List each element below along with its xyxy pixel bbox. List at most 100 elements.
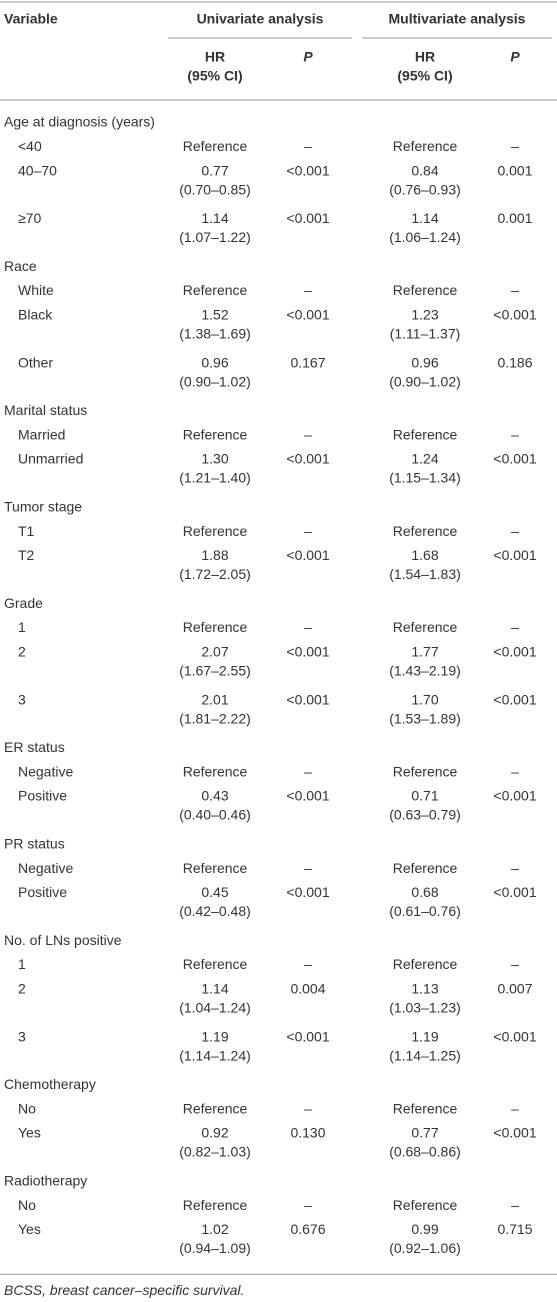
ci-value: (1.43–2.19)	[389, 663, 461, 679]
row-label: 2	[18, 981, 26, 997]
hr-value: 1.13	[411, 981, 438, 997]
ci-value: (1.07–1.22)	[179, 229, 251, 245]
p-value: –	[304, 619, 312, 635]
hr-value: Reference	[183, 763, 248, 779]
ci-value: (1.11–1.37)	[390, 326, 461, 342]
p-value: –	[511, 763, 519, 779]
ci-value: (1.03–1.23)	[389, 1000, 461, 1016]
header-univariate: Univariate analysis	[197, 11, 324, 27]
p-value: <0.001	[286, 884, 329, 900]
p-value: <0.001	[286, 788, 329, 804]
hr-value: Reference	[393, 619, 458, 635]
group-label: Age at diagnosis (years)	[4, 114, 155, 130]
ci-value: (0.61–0.76)	[389, 903, 461, 919]
p-value: <0.001	[493, 451, 536, 467]
hr-value: 0.43	[201, 788, 228, 804]
subheader-p: P	[510, 49, 520, 65]
hr-value: 1.23	[411, 307, 438, 323]
p-value: <0.001	[493, 644, 536, 660]
ci-value: (0.90–1.02)	[389, 373, 461, 389]
p-value: –	[304, 1197, 312, 1213]
ci-value: (1.21–1.40)	[179, 470, 251, 486]
ci-value: (0.40–0.46)	[179, 807, 251, 823]
hr-value: 0.45	[201, 884, 228, 900]
hr-value: Reference	[183, 1197, 248, 1213]
ci-value: (0.76–0.93)	[389, 181, 461, 197]
ci-value: (0.90–1.02)	[179, 373, 251, 389]
hr-value: Reference	[183, 956, 248, 972]
hr-value: 1.77	[411, 644, 438, 660]
group-label: Marital status	[4, 402, 87, 418]
subheader-p: P	[303, 49, 313, 65]
p-value: –	[511, 282, 519, 298]
p-value: <0.001	[286, 547, 329, 563]
p-value: –	[304, 426, 312, 442]
hr-value: Reference	[393, 860, 458, 876]
hr-value: 1.30	[201, 451, 228, 467]
p-value: 0.715	[497, 1221, 532, 1237]
p-value: <0.001	[493, 788, 536, 804]
row-label: White	[18, 282, 54, 298]
hr-value: Reference	[393, 138, 458, 154]
hr-value: 1.24	[411, 451, 438, 467]
group-label: Race	[4, 258, 37, 274]
ci-value: (0.92–1.06)	[389, 1240, 461, 1256]
row-label: 1	[18, 956, 26, 972]
ci-value: (0.94–1.09)	[179, 1240, 251, 1256]
ci-value: (0.63–0.79)	[389, 807, 461, 823]
p-value: <0.001	[493, 1125, 536, 1141]
hr-value: Reference	[183, 860, 248, 876]
row-label: Negative	[18, 763, 73, 779]
hr-value: 1.14	[201, 981, 228, 997]
p-value: 0.676	[290, 1221, 325, 1237]
p-value: <0.001	[493, 691, 536, 707]
p-value: <0.001	[286, 1028, 329, 1044]
p-value: 0.001	[497, 162, 532, 178]
row-label: 40–70	[18, 162, 57, 178]
group-label: Grade	[4, 595, 43, 611]
hr-value: 0.77	[411, 1125, 438, 1141]
p-value: –	[511, 956, 519, 972]
p-value: <0.001	[286, 307, 329, 323]
p-value: <0.001	[286, 210, 329, 226]
row-label: Yes	[18, 1125, 41, 1141]
ci-value: (1.53–1.89)	[389, 710, 461, 726]
row-label: Other	[18, 354, 53, 370]
p-value: 0.130	[290, 1125, 325, 1141]
p-value: –	[304, 282, 312, 298]
hr-value: Reference	[183, 619, 248, 635]
p-value: –	[304, 860, 312, 876]
row-label: 2	[18, 644, 26, 660]
ci-value: (1.14–1.24)	[179, 1047, 251, 1063]
p-value: 0.186	[497, 354, 532, 370]
ci-value: (1.72–2.05)	[179, 566, 251, 582]
hr-value: 1.88	[201, 547, 228, 563]
hr-value: 0.96	[411, 354, 438, 370]
group-label: ER status	[4, 739, 65, 755]
hr-value: 1.68	[411, 547, 438, 563]
p-value: –	[511, 619, 519, 635]
footnote: BCSS, breast cancer–specific survival.	[4, 1282, 244, 1298]
hr-value: 1.19	[411, 1028, 438, 1044]
hr-value: 0.84	[411, 162, 438, 178]
subheader-ci: (95% CI)	[397, 68, 452, 84]
p-value: –	[511, 523, 519, 539]
row-label: Positive	[18, 788, 67, 804]
hr-value: Reference	[393, 1197, 458, 1213]
p-value: –	[304, 138, 312, 154]
ci-value: (0.82–1.03)	[179, 1144, 251, 1160]
ci-value: (1.06–1.24)	[389, 229, 461, 245]
group-label: PR status	[4, 836, 65, 852]
p-value: 0.001	[497, 210, 532, 226]
row-label: Yes	[18, 1221, 41, 1237]
hr-value: 0.99	[411, 1221, 438, 1237]
row-label: Negative	[18, 860, 73, 876]
p-value: –	[304, 763, 312, 779]
subheader-ci: (95% CI)	[187, 68, 242, 84]
hr-value: Reference	[393, 282, 458, 298]
hr-value: Reference	[183, 523, 248, 539]
p-value: 0.007	[497, 981, 532, 997]
group-label: Chemotherapy	[4, 1076, 96, 1092]
hr-value: 2.07	[201, 644, 228, 660]
